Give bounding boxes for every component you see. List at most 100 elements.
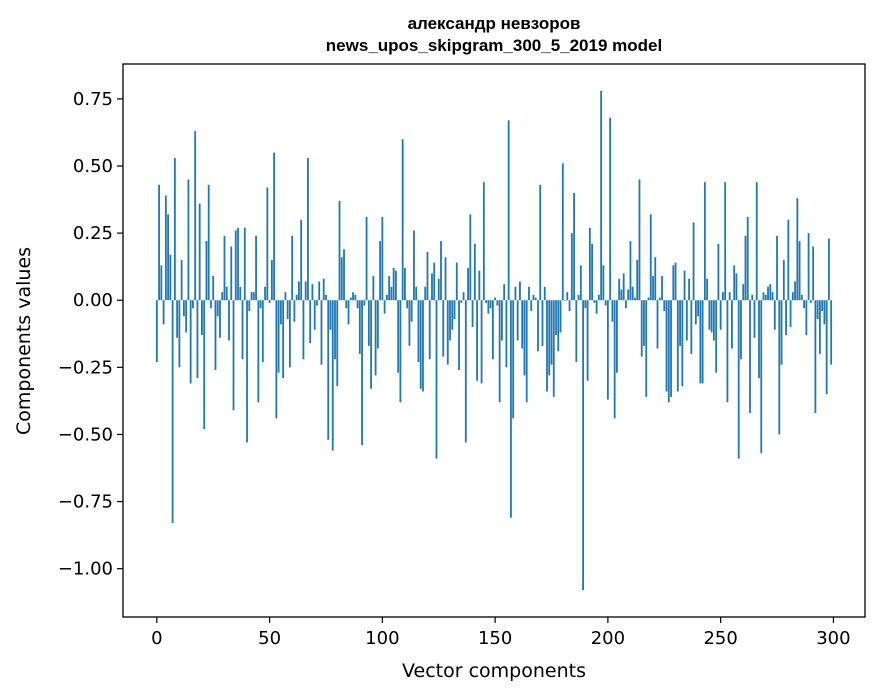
bar-32 — [228, 300, 230, 341]
bar-76 — [327, 300, 330, 440]
bar-100 — [381, 217, 384, 301]
bar-202 — [611, 300, 614, 322]
bar-49 — [266, 187, 269, 301]
bar-186 — [575, 300, 578, 362]
bar-15 — [189, 300, 192, 384]
bar-252 — [724, 182, 727, 301]
bar-57 — [284, 292, 287, 301]
bar-51 — [270, 259, 273, 301]
bar-16 — [192, 300, 194, 309]
bar-47 — [261, 300, 264, 362]
bar-58 — [286, 300, 289, 320]
bar-2 — [160, 265, 163, 301]
bar-119 — [424, 286, 427, 301]
bar-41 — [248, 300, 251, 311]
y-tick-label: −0.50 — [58, 424, 113, 445]
bar-12 — [182, 300, 185, 317]
bar-213 — [636, 259, 639, 301]
bar-208 — [625, 300, 627, 309]
bar-241 — [699, 300, 702, 384]
bar-237 — [690, 300, 693, 354]
bar-172 — [543, 286, 546, 301]
bar-83 — [343, 249, 345, 301]
bar-28 — [219, 300, 221, 338]
bar-39 — [243, 227, 246, 301]
bar-45 — [257, 300, 260, 403]
bar-31 — [225, 286, 228, 301]
bar-225 — [663, 300, 666, 311]
bar-132 — [453, 300, 456, 320]
bar-215 — [640, 300, 643, 357]
bar-210 — [629, 241, 632, 301]
bar-73 — [320, 300, 323, 365]
bar-182 — [566, 292, 569, 301]
plot-frame — [122, 63, 866, 618]
bar-265 — [753, 300, 756, 338]
bar-141 — [473, 243, 476, 301]
bar-224 — [661, 276, 663, 301]
x-tick-label: 150 — [478, 628, 512, 649]
bar-71 — [316, 300, 318, 306]
bar-193 — [591, 243, 593, 301]
bar-170 — [539, 184, 542, 301]
x-tick-label: 250 — [703, 628, 737, 649]
bar-148 — [489, 300, 492, 309]
bar-173 — [546, 300, 548, 392]
bar-107 — [397, 300, 400, 373]
bar-67 — [307, 157, 309, 301]
bar-55 — [279, 300, 282, 325]
bar-295 — [821, 300, 824, 311]
bar-235 — [685, 300, 688, 341]
bars-group — [155, 90, 833, 591]
bar-157 — [510, 300, 512, 518]
bar-93 — [365, 217, 368, 301]
bar-115 — [415, 286, 418, 301]
bar-109 — [401, 139, 404, 301]
bar-190 — [584, 300, 587, 309]
bar-189 — [582, 300, 584, 591]
bar-53 — [275, 300, 278, 419]
bar-78 — [331, 300, 334, 451]
bar-74 — [322, 278, 325, 301]
bar-129 — [446, 300, 449, 365]
bar-287 — [803, 300, 805, 309]
bar-220 — [652, 276, 654, 301]
bar-164 — [525, 300, 528, 403]
bar-204 — [616, 300, 618, 373]
bar-299 — [830, 300, 833, 365]
y-tick-label: 0.00 — [73, 290, 113, 311]
bar-79 — [334, 300, 336, 360]
bar-227 — [667, 300, 670, 403]
bar-259 — [740, 300, 742, 360]
bar-56 — [282, 300, 285, 379]
bar-244 — [706, 278, 709, 301]
bar-168 — [534, 297, 537, 301]
bar-120 — [426, 251, 429, 301]
bar-23 — [207, 184, 210, 301]
x-tick-label: 200 — [591, 628, 625, 649]
bar-212 — [634, 297, 636, 301]
bar-38 — [241, 300, 244, 360]
bar-0 — [155, 300, 158, 362]
bar-134 — [458, 300, 460, 371]
x-axis: 0 50 100 150 200 250 300 — [151, 617, 851, 649]
bar-257 — [735, 273, 738, 301]
bar-110 — [404, 268, 406, 301]
bar-89 — [356, 300, 359, 309]
bar-270 — [764, 294, 767, 301]
bar-250 — [719, 300, 722, 330]
bar-68 — [309, 300, 312, 344]
bar-131 — [451, 300, 454, 330]
bar-261 — [744, 235, 747, 301]
bar-126 — [440, 241, 442, 301]
bar-145 — [482, 182, 485, 301]
bar-59 — [288, 300, 291, 368]
y-axis: 0.75 0.50 0.25 0.00 −0.25 −0.50 −0.75 −1.00 — [58, 89, 123, 580]
bar-178 — [557, 300, 560, 352]
bar-9 — [176, 300, 179, 338]
bar-95 — [370, 300, 372, 389]
bar-253 — [726, 300, 729, 403]
bar-133 — [455, 262, 458, 301]
bar-151 — [496, 300, 499, 306]
